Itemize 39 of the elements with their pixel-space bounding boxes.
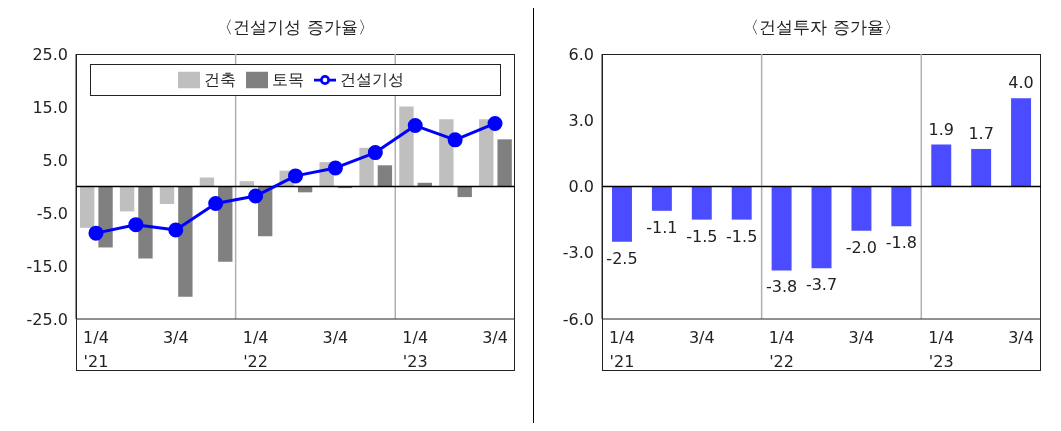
x-tick-label: 3/4: [688, 328, 715, 347]
x-tick-label: 1/4 '22: [242, 328, 269, 371]
legend-label: 토목: [271, 69, 304, 89]
data-label: -3.7: [805, 275, 838, 295]
data-label: 1.9: [928, 119, 954, 139]
y-tick-label: -15.0: [26, 256, 68, 276]
x-tick-label: 1/4 '23: [402, 328, 429, 371]
data-label: -1.8: [885, 233, 917, 253]
x-tick-label: 3/4: [848, 328, 875, 347]
y-tick-label: -25.0: [26, 309, 68, 329]
x-tick-label: 3/4: [1008, 328, 1034, 347]
y-tick-label: -5.0: [36, 203, 68, 223]
x-tick-label: 1/4 '22: [768, 328, 795, 371]
y-tick-label: 5.0: [42, 150, 68, 170]
chart-title: 〈건설투자 증가율〉: [741, 16, 902, 39]
y-tick-label: 0.0: [568, 177, 594, 197]
x-tick-label: 3/4: [322, 328, 349, 347]
legend-label: 건축: [203, 69, 236, 89]
y-tick-label: -6.0: [562, 309, 594, 329]
x-tick-label: 3/4: [162, 328, 189, 347]
x-tick-label: 1/4 '21: [609, 328, 635, 371]
data-label: -2.0: [845, 237, 878, 257]
data-label: -1.5: [726, 226, 758, 246]
y-tick-label: 15.0: [32, 97, 68, 117]
y-tick-label: 25.0: [32, 44, 68, 64]
data-label: -1.5: [686, 226, 718, 246]
data-label: 1.7: [968, 123, 994, 143]
x-tick-label: 1/4 '21: [83, 328, 109, 371]
data-label: -3.8: [766, 277, 798, 297]
y-tick-label: 3.0: [568, 110, 594, 130]
x-tick-label: 1/4 '23: [928, 328, 955, 371]
y-tick-label: -3.0: [562, 243, 594, 263]
data-label: 4.0: [1008, 73, 1034, 93]
x-tick-label: 3/4: [482, 328, 508, 347]
y-tick-label: 6.0: [568, 44, 594, 64]
legend-label: 건설기성: [339, 69, 404, 89]
data-label: -1.1: [646, 217, 678, 237]
data-label: -2.5: [606, 248, 638, 268]
chart-title: 〈건설기성 증가율〉: [215, 16, 376, 39]
